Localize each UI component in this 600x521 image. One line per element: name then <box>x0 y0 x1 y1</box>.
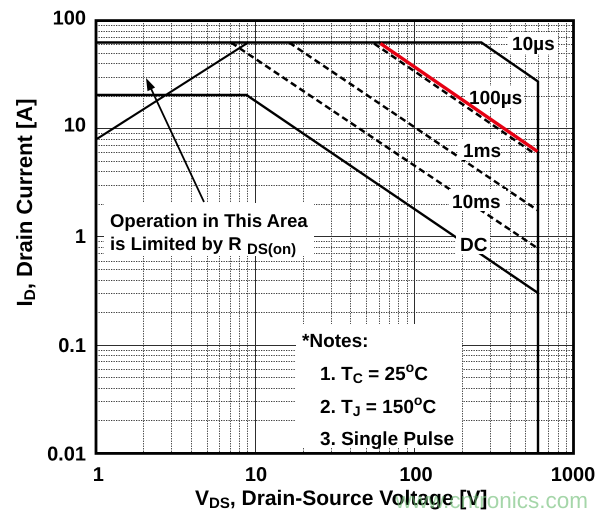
svg-text:DC: DC <box>460 235 488 256</box>
svg-text:100: 100 <box>399 464 432 486</box>
svg-text:100µs: 100µs <box>469 88 522 109</box>
svg-text:1000: 1000 <box>551 464 596 486</box>
svg-text:10µs: 10µs <box>512 34 555 55</box>
svg-text:1: 1 <box>93 464 104 486</box>
svg-text:ID, Drain Current [A]: ID, Drain Current [A] <box>12 98 39 306</box>
svg-text:*Notes:: *Notes: <box>302 331 369 352</box>
svg-text:0.01: 0.01 <box>47 444 86 466</box>
svg-text:10: 10 <box>64 115 86 137</box>
svg-text:3. Single Pulse: 3. Single Pulse <box>320 429 454 450</box>
svg-text:is Limited by R: is Limited by R <box>110 233 242 254</box>
svg-text:10: 10 <box>245 464 267 486</box>
svg-text:DS(on): DS(on) <box>247 241 296 258</box>
svg-text:1ms: 1ms <box>463 141 501 162</box>
svg-text:10ms: 10ms <box>452 192 501 213</box>
svg-text:0.1: 0.1 <box>58 335 86 357</box>
svg-text:www.cntronics.com: www.cntronics.com <box>394 488 588 513</box>
svg-text:100: 100 <box>53 8 86 30</box>
svg-text:1: 1 <box>75 226 86 248</box>
svg-text:VDS, Drain-Source Voltage [V]: VDS, Drain-Source Voltage [V] <box>195 487 487 512</box>
svg-text:Operation in This Area: Operation in This Area <box>110 210 308 231</box>
